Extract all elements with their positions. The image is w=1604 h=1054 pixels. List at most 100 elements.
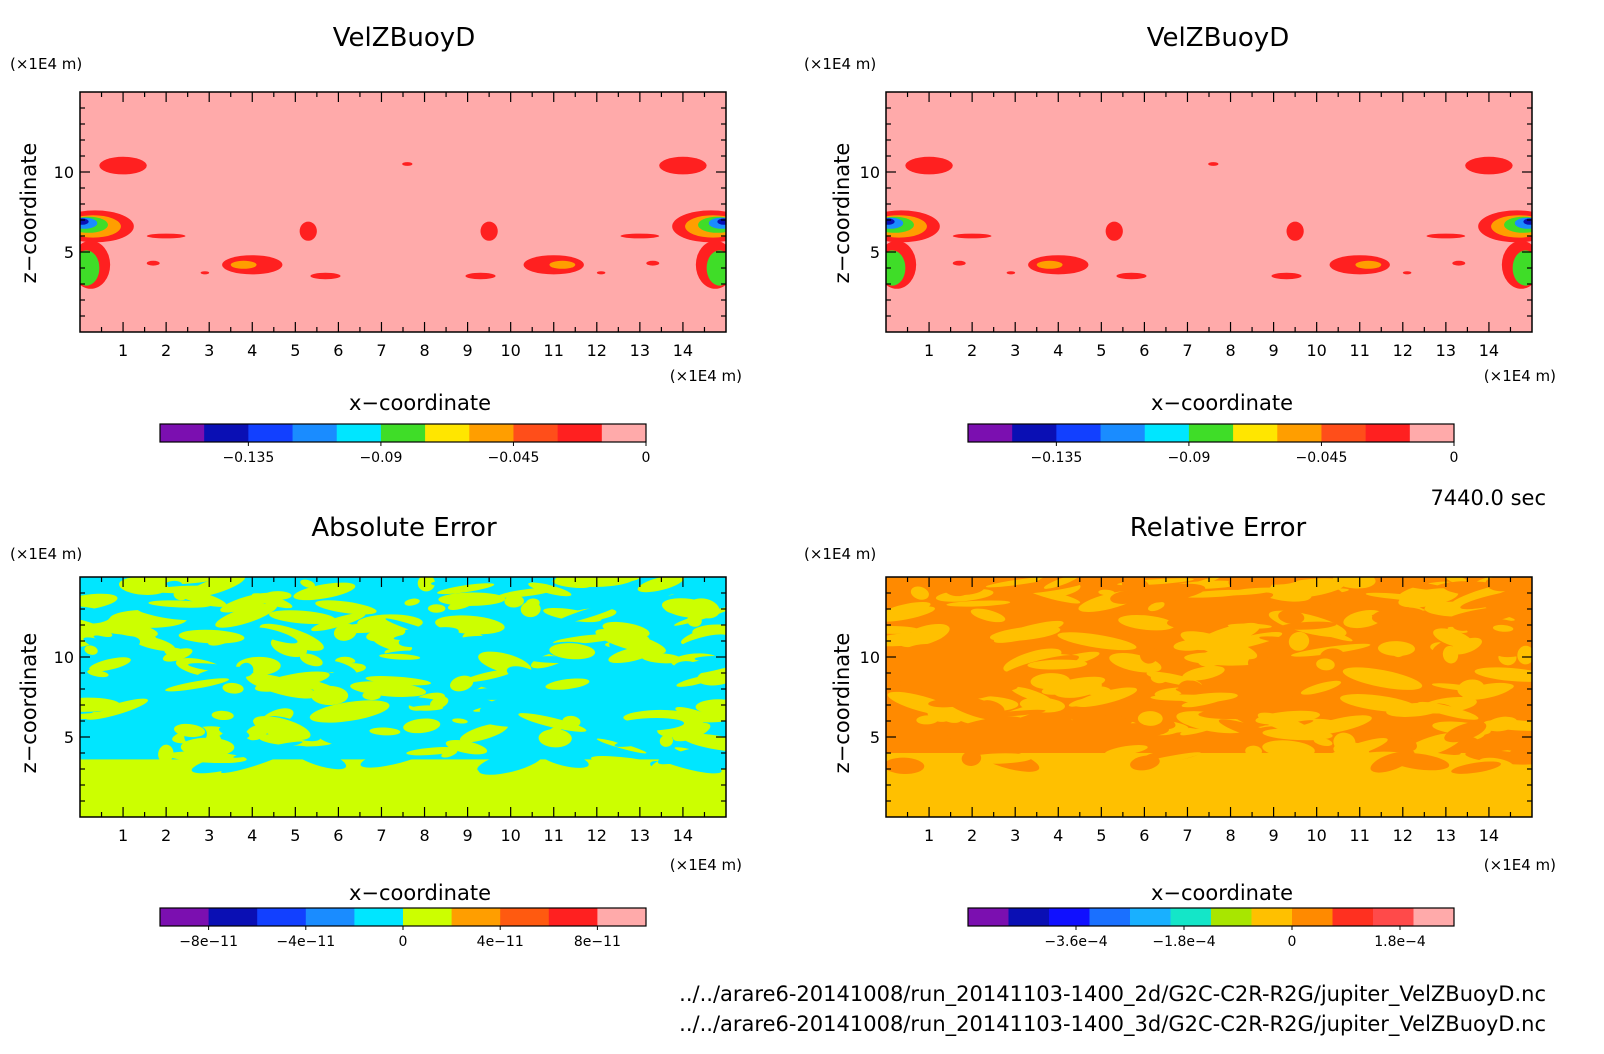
colorbar-tick-label: −0.09 — [1167, 450, 1210, 466]
contour-region — [430, 696, 449, 709]
plot-area — [886, 92, 1532, 332]
colorbar-swatch — [380, 424, 426, 442]
x-tick-label: 9 — [1269, 341, 1279, 360]
contour-region — [504, 594, 524, 608]
contour-region — [138, 718, 196, 739]
contour-region — [539, 749, 589, 768]
colorbar-swatch — [160, 908, 210, 926]
colorbar-swatch — [1049, 908, 1090, 926]
contour-region — [251, 593, 293, 609]
contour-region — [1223, 587, 1278, 596]
plot-area — [886, 577, 1532, 817]
contour-region — [234, 577, 296, 591]
colorbar-tick-label: −1.8e−4 — [1152, 934, 1215, 950]
y-axis-label: z−coordinate — [830, 143, 854, 284]
contour-region — [1245, 745, 1262, 757]
contour-region — [1053, 679, 1102, 698]
contour-region — [695, 699, 726, 715]
panel-title: VelZBuoyD — [1147, 23, 1289, 53]
x-axis-label: x−coordinate — [1151, 881, 1293, 905]
x-tick-label: 3 — [204, 341, 214, 360]
x-tick-label: 5 — [290, 826, 300, 845]
contour-region — [1278, 609, 1305, 624]
contour-region — [948, 716, 1026, 741]
contour-region — [1137, 711, 1163, 726]
contour-region — [1182, 665, 1225, 681]
contour-region — [1227, 592, 1274, 606]
x-tick-label: 12 — [1393, 341, 1413, 360]
x-tick-label: 1 — [118, 826, 128, 845]
contour-region — [1290, 691, 1311, 699]
contour-region — [80, 250, 100, 286]
contour-region — [545, 678, 590, 690]
contour-region — [379, 653, 421, 660]
contour-background — [886, 92, 1532, 332]
y-axis-label: z−coordinate — [17, 633, 41, 774]
y-axis-label: z−coordinate — [830, 633, 854, 774]
contour-region — [1444, 721, 1487, 743]
colorbar-swatch — [1292, 908, 1333, 926]
contour-region — [1428, 656, 1469, 672]
contour-region — [296, 678, 339, 694]
contour-region — [89, 657, 131, 672]
contour-region — [1124, 583, 1206, 604]
y-unit-label: (×1E4 m) — [10, 545, 82, 563]
colorbar-swatch — [451, 908, 501, 926]
contour-region — [886, 602, 931, 615]
x-tick-label: 2 — [967, 826, 977, 845]
contour-region — [478, 751, 543, 775]
contour-region — [369, 727, 401, 736]
x-tick-label: 1 — [118, 341, 128, 360]
contour-region — [459, 723, 509, 743]
panel-absolute-error: Absolute Error (×1E4 m) (×1E4 m) x−coord… — [10, 513, 742, 950]
contour-region — [442, 652, 490, 673]
contour-region — [1452, 260, 1466, 266]
colorbar-tick-label: −0.09 — [359, 450, 402, 466]
contour-region — [618, 600, 672, 610]
x-axis-label: x−coordinate — [349, 391, 491, 415]
contour-region — [554, 602, 621, 625]
x-tick-label: 10 — [1306, 341, 1326, 360]
contour-region — [117, 681, 141, 699]
colorbar-tick-label: 0 — [642, 450, 651, 466]
contour-region — [676, 634, 726, 653]
contour-region — [300, 579, 315, 588]
contour-region — [299, 709, 318, 718]
contour-region — [1098, 589, 1115, 596]
x-tick-label: 6 — [333, 341, 343, 360]
panel-title: Relative Error — [1130, 513, 1307, 543]
colorbar-swatch — [425, 424, 470, 442]
contour-region — [1316, 658, 1335, 671]
colorbar-tick-label: −4e−11 — [276, 934, 335, 950]
file-path-2d: ../../arare6-20141008/run_20141103-1400_… — [679, 982, 1546, 1007]
contour-region — [682, 733, 726, 752]
contour-region — [1388, 752, 1450, 771]
contour-region — [1450, 637, 1482, 655]
x-axis-label: x−coordinate — [1151, 391, 1293, 415]
contour-region — [360, 742, 436, 768]
contour-region — [293, 582, 356, 601]
contour-region — [659, 734, 673, 747]
contour-region — [886, 606, 936, 622]
contour-region — [944, 579, 985, 595]
colorbar-swatch — [1365, 424, 1411, 442]
panel-title: Absolute Error — [311, 513, 497, 543]
contour-region — [1305, 715, 1372, 735]
x-unit-label: (×1E4 m) — [670, 856, 742, 874]
contour-region — [1460, 589, 1532, 610]
contour-region — [1116, 272, 1147, 280]
contour-region — [299, 221, 317, 241]
colorbar: −8e−11 −4e−11 0 4e−11 8e−11 — [159, 907, 647, 950]
contour-region — [80, 593, 118, 611]
contour-region — [1148, 601, 1165, 612]
contour-region — [596, 271, 606, 275]
contour-region — [345, 587, 388, 603]
contour-region — [1371, 607, 1427, 626]
x-tick-label: 11 — [1350, 826, 1370, 845]
contour-region — [697, 757, 726, 771]
contour-region — [118, 577, 169, 595]
colorbar-swatch — [403, 908, 453, 926]
contour-region — [1263, 654, 1300, 665]
contour-region — [1492, 624, 1514, 632]
y-tick-label: 5 — [870, 243, 880, 262]
